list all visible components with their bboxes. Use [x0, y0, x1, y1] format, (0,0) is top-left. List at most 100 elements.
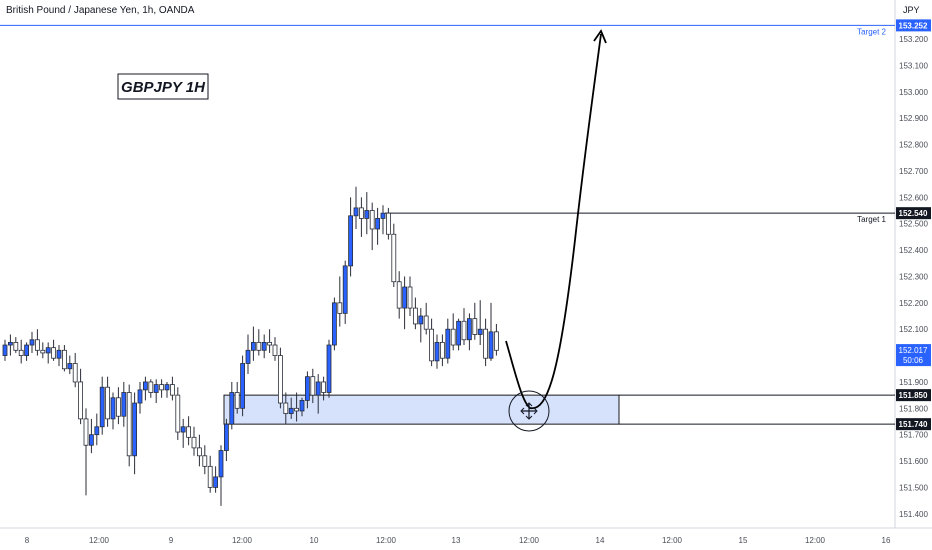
- candle-body: [267, 341, 273, 346]
- candle-body: [169, 384, 175, 396]
- candle-body: [45, 347, 51, 354]
- candle-body: [396, 281, 402, 309]
- candle-body: [159, 384, 165, 391]
- candle-body: [40, 349, 46, 354]
- y-tick-label: 152.300: [899, 272, 928, 281]
- candle-body: [299, 400, 305, 412]
- x-tick-label: 12:00: [376, 536, 397, 545]
- y-tick-label: 152.600: [899, 193, 928, 202]
- demand-zone[interactable]: [223, 394, 620, 425]
- candle-body: [439, 341, 445, 359]
- x-tick-label: 12:00: [662, 536, 683, 545]
- candle-body: [240, 363, 246, 409]
- candle-body: [493, 331, 499, 351]
- y-tick-label: 153.000: [899, 88, 928, 97]
- candle-body: [51, 347, 56, 359]
- x-tick-label: 15: [739, 536, 748, 545]
- candle-body: [310, 376, 316, 396]
- candle-body: [142, 381, 148, 391]
- candle-body: [272, 344, 278, 356]
- x-tick-label: 13: [452, 536, 461, 545]
- candle-body: [283, 402, 289, 414]
- candle-body: [83, 418, 89, 446]
- candle-body: [2, 344, 8, 356]
- y-tick-label: 152.500: [899, 220, 928, 229]
- candle-body: [434, 341, 440, 362]
- candle-body: [304, 376, 310, 401]
- candle-body: [380, 212, 386, 219]
- y-tick-label: 151.700: [899, 431, 928, 440]
- level-label: Target 1: [857, 215, 886, 224]
- candle-body: [24, 344, 30, 356]
- candle-body: [67, 363, 73, 370]
- candle-body: [326, 344, 332, 393]
- candle-body: [223, 423, 229, 451]
- candle-body: [18, 349, 24, 356]
- x-tick-label: 16: [882, 536, 891, 545]
- price-badge-text: 152.540: [899, 209, 928, 218]
- candle-body: [186, 426, 192, 438]
- candle-body: [245, 349, 251, 364]
- y-tick-label: 153.200: [899, 35, 928, 44]
- candle-body: [250, 341, 256, 351]
- candle-body: [105, 386, 110, 420]
- candle-body: [213, 476, 219, 488]
- x-tick-label: 12:00: [89, 536, 110, 545]
- candle-body: [35, 339, 40, 351]
- y-tick-label: 151.400: [899, 510, 928, 519]
- y-tick-label: 152.800: [899, 141, 928, 150]
- candle-body: [72, 363, 78, 383]
- candle-body: [164, 384, 170, 391]
- candle-body: [229, 392, 235, 425]
- x-tick-label: 10: [310, 536, 319, 545]
- candle-body: [488, 331, 494, 359]
- x-tick-label: 8: [25, 536, 30, 545]
- x-tick-label: 14: [596, 536, 605, 545]
- candle-body: [153, 384, 159, 393]
- candle-body: [175, 394, 181, 433]
- candle-body: [445, 328, 451, 359]
- candle-body: [418, 315, 424, 325]
- projection-arrow-path: [505, 33, 602, 410]
- level-label: Target 2: [857, 27, 886, 36]
- candle-body: [137, 389, 143, 404]
- candle-body: [369, 210, 375, 230]
- candle-body: [7, 341, 13, 346]
- x-tick-label: 12:00: [519, 536, 540, 545]
- candle-body: [202, 455, 208, 467]
- candle-body: [450, 328, 456, 346]
- current-price-badge: [896, 344, 931, 367]
- candle-body: [466, 318, 472, 341]
- candle-body: [407, 286, 413, 309]
- y-tick-label: 151.800: [899, 404, 928, 413]
- candle-body: [288, 407, 294, 414]
- candle-body: [78, 381, 83, 420]
- candle-body: [116, 397, 121, 417]
- candle-body: [132, 402, 138, 457]
- candle-body: [483, 328, 489, 359]
- candle-body: [348, 215, 354, 267]
- candle-body: [423, 315, 429, 330]
- candle-body: [256, 341, 262, 351]
- arrowhead-icon: [593, 29, 607, 44]
- candle-body: [110, 397, 116, 420]
- y-tick-label: 152.400: [899, 246, 928, 255]
- currency-label: JPY: [903, 5, 920, 15]
- price-badge: [896, 19, 931, 32]
- x-tick-label: 12:00: [232, 536, 253, 545]
- y-tick-label: 152.100: [899, 325, 928, 334]
- candle-body: [234, 392, 240, 409]
- y-tick-label: 152.200: [899, 299, 928, 308]
- current-price-text: 152.017: [899, 346, 928, 355]
- y-tick-label: 153.100: [899, 61, 928, 70]
- candle-body: [461, 320, 467, 341]
- chart-title: GBPJPY 1H: [121, 79, 206, 96]
- candle-body: [412, 307, 418, 325]
- candle-body: [375, 218, 381, 230]
- candle-body: [99, 386, 105, 428]
- candle-body: [218, 450, 224, 478]
- candle-body: [429, 328, 435, 362]
- candle-body: [62, 349, 67, 370]
